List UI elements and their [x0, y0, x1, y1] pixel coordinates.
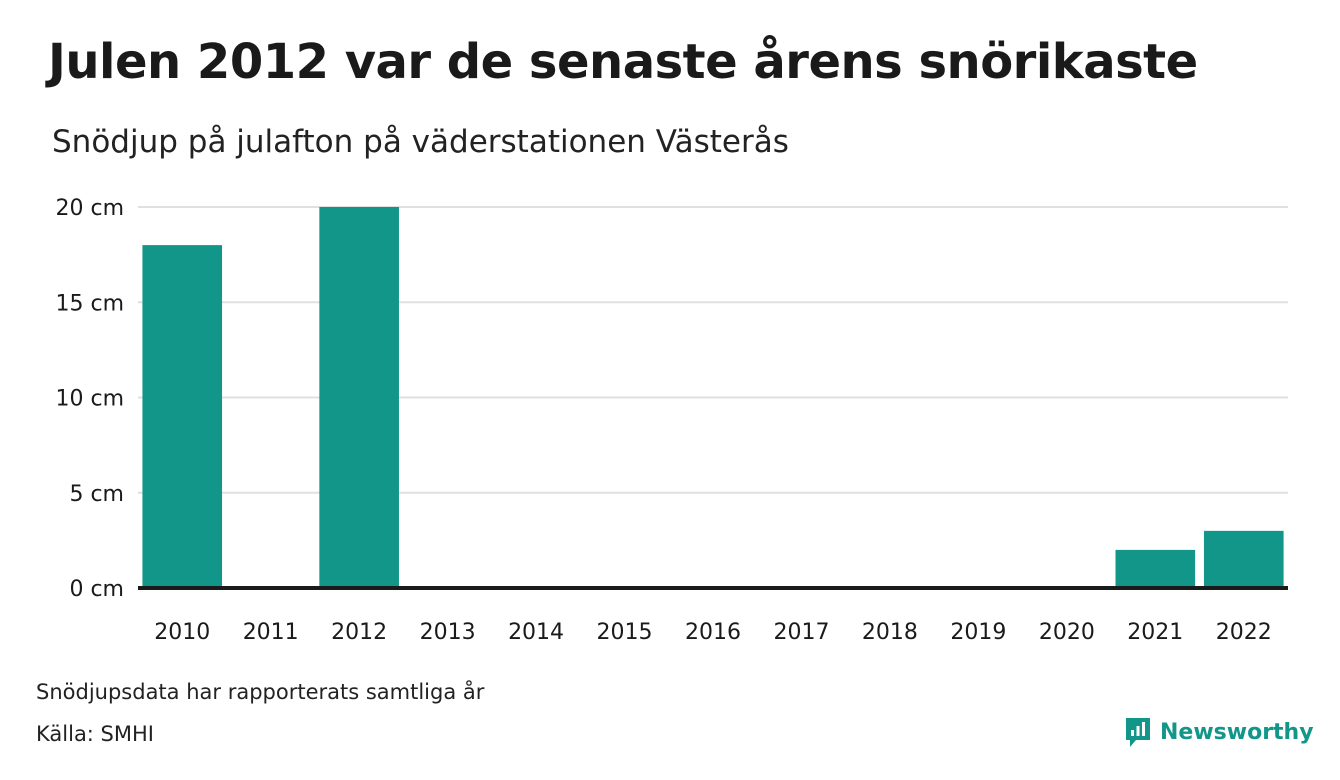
x-tick-label: 2017: [773, 620, 829, 645]
y-tick-label: 10 cm: [55, 387, 124, 412]
x-tick-label: 2022: [1216, 620, 1272, 645]
x-tick-label: 2021: [1127, 620, 1183, 645]
bar-2022: [1203, 530, 1284, 588]
brand-name: Newsworthy: [1160, 719, 1314, 745]
newsworthy-logo-icon: [1126, 718, 1150, 747]
x-tick-label: 2019: [950, 620, 1006, 645]
y-tick-label: 15 cm: [55, 291, 124, 316]
bar-2012: [319, 207, 399, 588]
chart-subtitle: Snödjup på julafton på väderstationen Vä…: [52, 124, 789, 160]
x-tick-label: 2016: [685, 620, 741, 645]
x-tick-label: 2020: [1039, 620, 1095, 645]
x-tick-label: 2013: [420, 620, 476, 645]
y-axis-ticks: 0 cm 5 cm 10 cm 15 cm 20 cm: [55, 196, 124, 602]
x-tick-label: 2012: [331, 620, 387, 645]
chart-title: Julen 2012 var de senaste årens snörikas…: [48, 34, 1198, 90]
y-tick-label: 20 cm: [55, 196, 124, 221]
x-axis-ticks: 2010 2011 2012 2013 2014 2015 2016 2017 2018 2019…: [154, 620, 1272, 645]
x-tick-label: 2015: [597, 620, 653, 645]
x-tick-label: 2010: [154, 620, 210, 645]
y-tick-label: 0 cm: [69, 577, 124, 602]
x-tick-label: 2011: [243, 620, 299, 645]
bar-2010: [142, 245, 223, 588]
bars: [142, 207, 1284, 588]
gridlines: [138, 206, 1288, 494]
source-note: Källa: SMHI: [36, 722, 154, 746]
x-tick-label: 2014: [508, 620, 564, 645]
bar-2021: [1115, 549, 1196, 588]
x-tick-label: 2018: [862, 620, 918, 645]
y-tick-label: 5 cm: [69, 482, 124, 507]
footnote: Snödjupsdata har rapporterats samtliga å…: [36, 680, 485, 704]
brand-logo: Newsworthy: [1124, 716, 1314, 748]
